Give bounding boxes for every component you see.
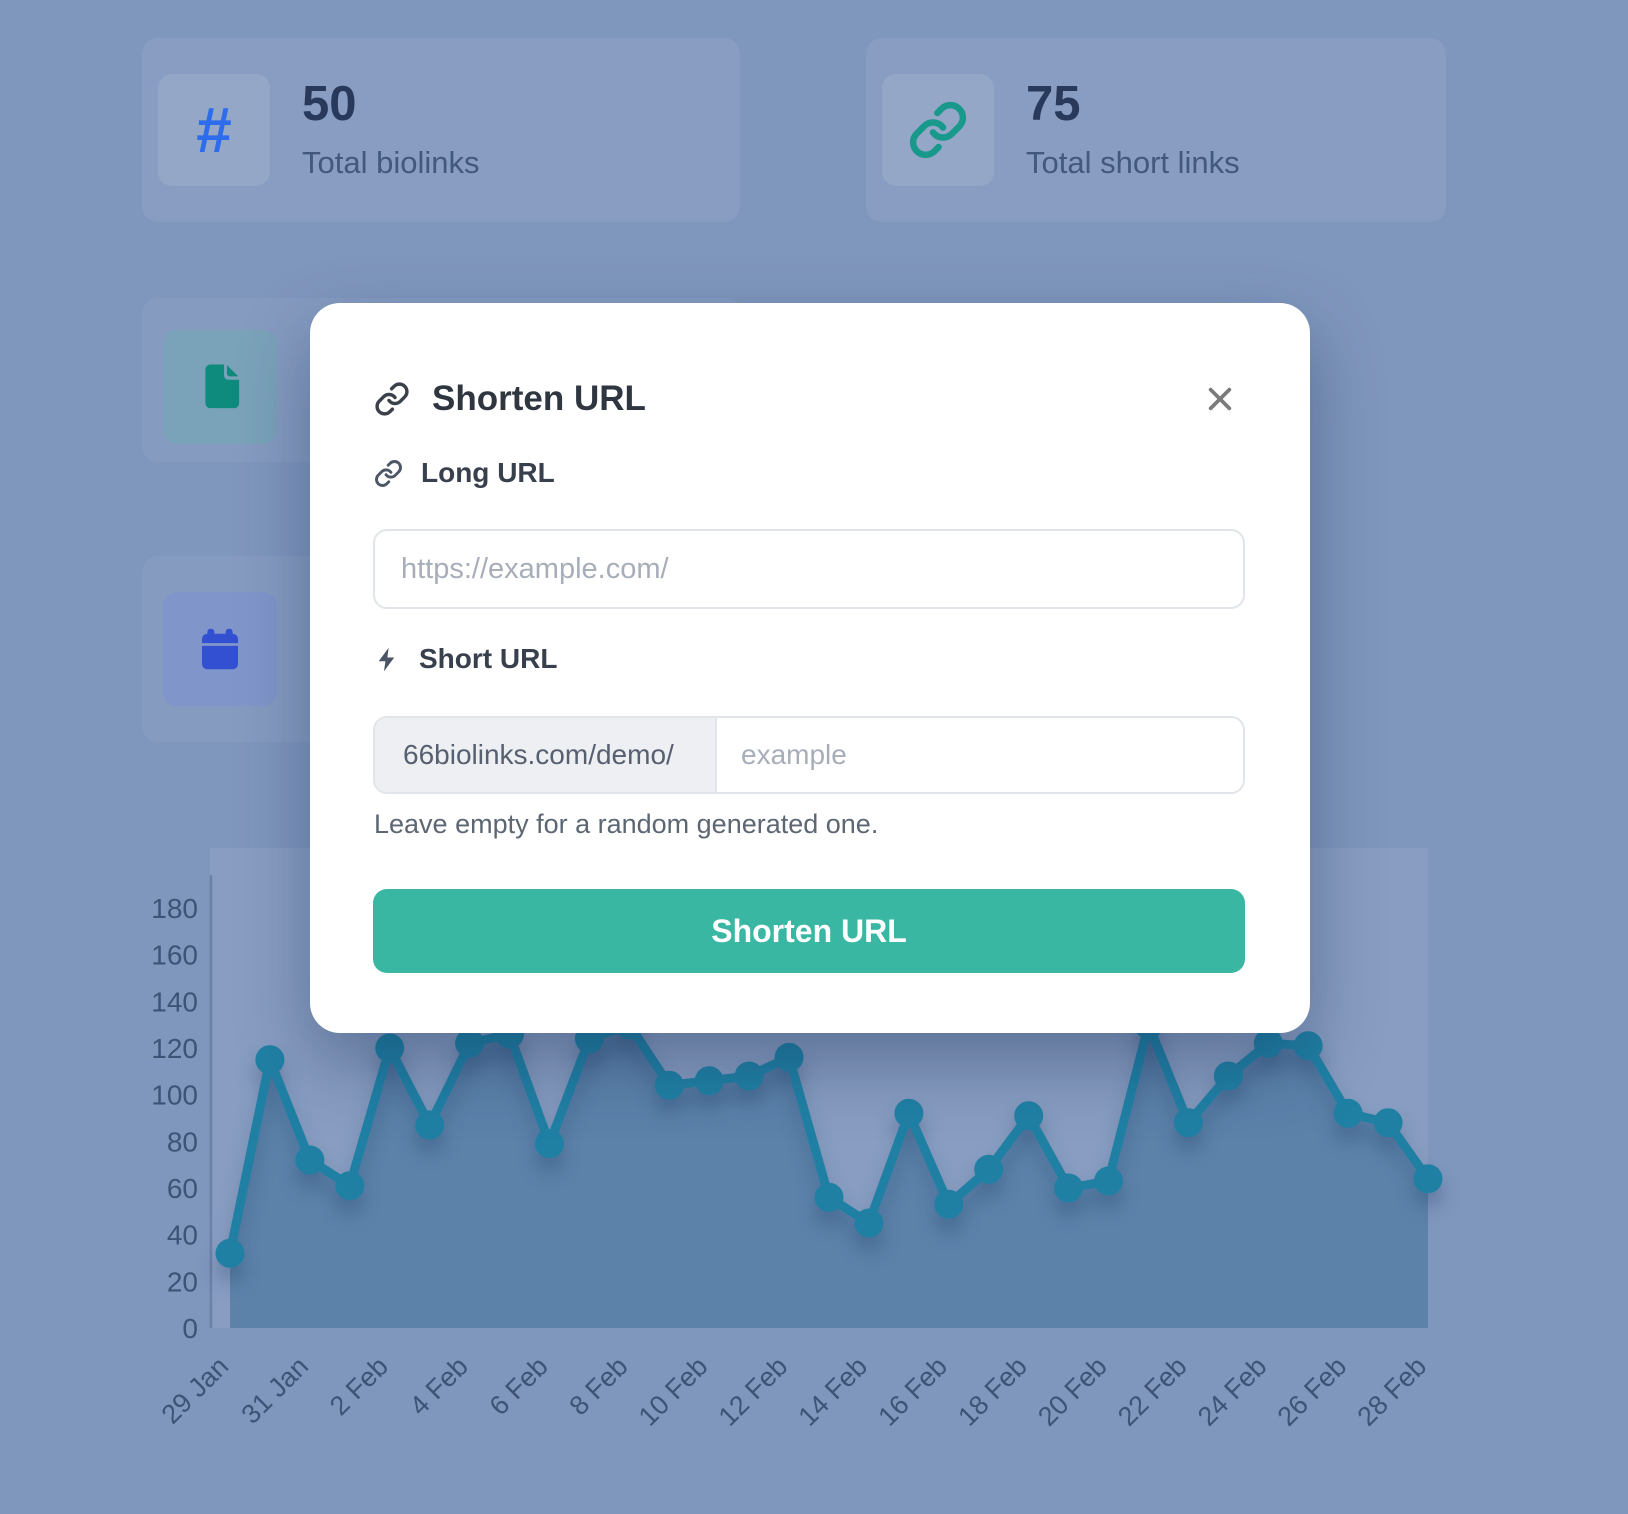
file-icon xyxy=(163,330,277,444)
svg-text:20: 20 xyxy=(167,1266,198,1297)
svg-text:160: 160 xyxy=(151,940,198,971)
svg-text:8 Feb: 8 Feb xyxy=(564,1351,634,1421)
short-url-help: Leave empty for a random generated one. xyxy=(374,809,879,839)
svg-text:31 Jan: 31 Jan xyxy=(236,1351,315,1430)
svg-text:4 Feb: 4 Feb xyxy=(404,1351,474,1421)
svg-text:60: 60 xyxy=(167,1173,198,1204)
svg-text:24 Feb: 24 Feb xyxy=(1192,1351,1273,1432)
svg-text:22 Feb: 22 Feb xyxy=(1112,1351,1193,1432)
biolinks-label: Total biolinks xyxy=(302,144,480,180)
biolinks-count: 50 xyxy=(302,77,357,132)
svg-text:80: 80 xyxy=(167,1126,198,1157)
stat-card-total-short-links: 75 Total short links xyxy=(866,38,1446,222)
close-button[interactable] xyxy=(1198,377,1242,421)
shorten-url-button[interactable]: Shorten URL xyxy=(373,889,1245,973)
long-url-label: Long URL xyxy=(374,457,555,489)
svg-text:100: 100 xyxy=(151,1080,198,1111)
svg-text:28 Feb: 28 Feb xyxy=(1352,1351,1433,1432)
svg-text:29 Jan: 29 Jan xyxy=(156,1351,235,1430)
link-icon xyxy=(882,74,994,186)
svg-text:140: 140 xyxy=(151,986,198,1017)
svg-text:20 Feb: 20 Feb xyxy=(1032,1351,1113,1432)
modal-title: Shorten URL xyxy=(432,379,646,418)
short-links-count: 75 xyxy=(1026,77,1081,132)
short-links-label: Total short links xyxy=(1026,144,1240,180)
hash-icon: # xyxy=(158,74,270,186)
svg-text:6 Feb: 6 Feb xyxy=(484,1351,554,1421)
svg-text:12 Feb: 12 Feb xyxy=(713,1351,794,1432)
shorten-url-modal: Shorten URL Long URL Short URL 66biolink… xyxy=(310,303,1310,1033)
svg-text:14 Feb: 14 Feb xyxy=(793,1351,874,1432)
link-icon xyxy=(375,459,402,487)
svg-text:18 Feb: 18 Feb xyxy=(952,1351,1033,1432)
link-icon xyxy=(375,382,409,416)
stat-card-total-biolinks: # 50 Total biolinks xyxy=(142,38,740,222)
svg-text:26 Feb: 26 Feb xyxy=(1272,1351,1353,1432)
svg-text:16 Feb: 16 Feb xyxy=(872,1351,953,1432)
svg-text:2 Feb: 2 Feb xyxy=(324,1351,394,1421)
short-url-prefix: 66biolinks.com/demo/ xyxy=(375,718,717,792)
long-url-input[interactable] xyxy=(373,529,1245,609)
short-url-label: Short URL xyxy=(374,643,557,675)
short-url-group: 66biolinks.com/demo/ xyxy=(373,716,1245,794)
svg-text:10 Feb: 10 Feb xyxy=(633,1351,714,1432)
lightning-icon xyxy=(378,647,395,671)
svg-text:0: 0 xyxy=(182,1313,198,1344)
svg-text:40: 40 xyxy=(167,1220,198,1251)
svg-text:180: 180 xyxy=(151,893,198,924)
svg-text:120: 120 xyxy=(151,1033,198,1064)
close-icon xyxy=(1208,387,1232,411)
calendar-icon xyxy=(163,592,277,706)
short-url-input[interactable] xyxy=(717,718,1243,792)
modal-header: Shorten URL xyxy=(374,375,1246,423)
